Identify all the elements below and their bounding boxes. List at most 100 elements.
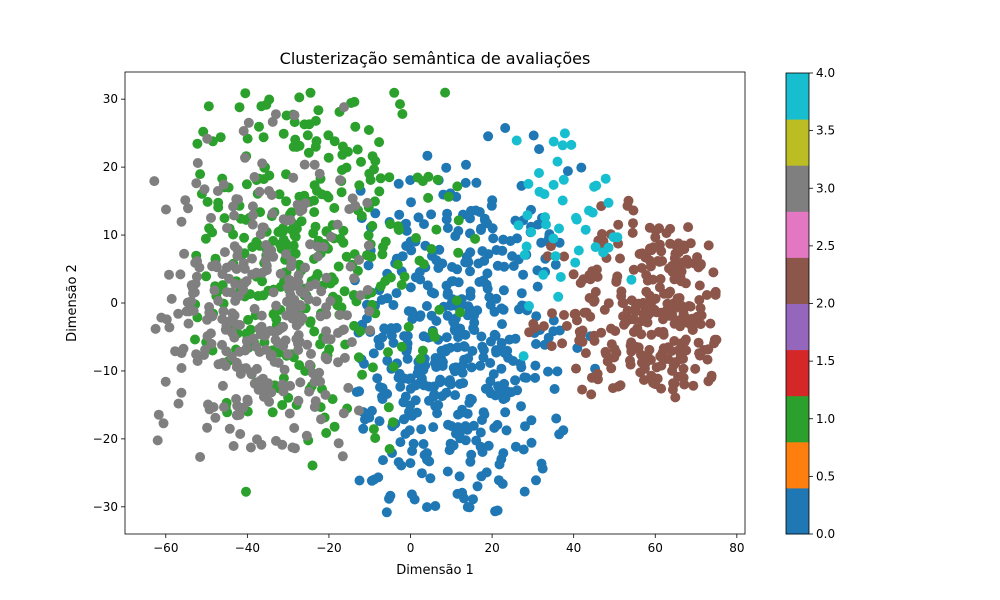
data-point-cluster-3 bbox=[221, 320, 232, 331]
data-point-cluster-1 bbox=[385, 219, 396, 230]
data-point-cluster-3 bbox=[247, 219, 258, 230]
data-point-cluster-4 bbox=[559, 128, 570, 139]
data-point-cluster-3 bbox=[203, 399, 213, 410]
data-point-cluster-2 bbox=[670, 392, 681, 403]
data-point-cluster-0 bbox=[552, 366, 563, 377]
data-point-cluster-1 bbox=[251, 237, 262, 247]
data-point-cluster-3 bbox=[243, 117, 254, 128]
data-point-cluster-4 bbox=[571, 214, 582, 225]
data-point-cluster-1 bbox=[395, 99, 405, 110]
data-point-cluster-3 bbox=[206, 212, 216, 223]
data-point-cluster-3 bbox=[300, 198, 311, 209]
data-point-cluster-0 bbox=[481, 467, 492, 478]
data-point-cluster-3 bbox=[267, 116, 278, 127]
data-point-cluster-0 bbox=[426, 310, 437, 321]
data-point-cluster-4 bbox=[548, 136, 559, 147]
data-point-cluster-0 bbox=[550, 259, 561, 270]
data-point-cluster-3 bbox=[279, 364, 290, 375]
data-point-cluster-4 bbox=[540, 212, 551, 223]
data-point-cluster-3 bbox=[257, 158, 268, 169]
data-point-cluster-0 bbox=[543, 366, 553, 377]
data-point-cluster-0 bbox=[395, 381, 406, 392]
data-point-cluster-0 bbox=[430, 401, 441, 412]
data-point-cluster-3 bbox=[315, 311, 326, 322]
data-point-cluster-2 bbox=[665, 238, 676, 249]
data-point-cluster-0 bbox=[407, 314, 418, 325]
data-point-cluster-0 bbox=[437, 258, 448, 269]
data-point-cluster-3 bbox=[180, 195, 191, 206]
data-point-cluster-3 bbox=[273, 357, 284, 368]
data-point-cluster-3 bbox=[271, 435, 281, 446]
data-point-cluster-1 bbox=[384, 444, 395, 454]
data-point-cluster-2 bbox=[665, 223, 676, 234]
data-point-cluster-4 bbox=[580, 224, 591, 235]
data-point-cluster-3 bbox=[249, 303, 260, 314]
data-point-cluster-2 bbox=[703, 240, 714, 251]
data-point-cluster-0 bbox=[492, 505, 503, 516]
data-point-cluster-3 bbox=[166, 293, 177, 304]
data-point-cluster-1 bbox=[234, 102, 245, 113]
data-point-cluster-2 bbox=[642, 354, 653, 365]
data-point-cluster-1 bbox=[368, 424, 379, 435]
data-point-cluster-3 bbox=[245, 442, 256, 453]
colorbar-segment bbox=[786, 487, 809, 535]
data-point-cluster-3 bbox=[260, 255, 271, 266]
data-point-cluster-3 bbox=[205, 328, 216, 339]
data-point-cluster-3 bbox=[278, 386, 289, 397]
data-point-cluster-3 bbox=[288, 172, 299, 183]
data-point-cluster-3 bbox=[173, 398, 184, 409]
data-point-cluster-1 bbox=[310, 221, 321, 232]
data-point-cluster-3 bbox=[271, 300, 282, 311]
data-point-cluster-3 bbox=[289, 110, 300, 121]
data-point-cluster-3 bbox=[346, 337, 357, 348]
data-point-cluster-3 bbox=[266, 190, 277, 200]
data-point-cluster-2 bbox=[708, 267, 719, 278]
data-point-cluster-3 bbox=[304, 386, 315, 397]
data-point-cluster-3 bbox=[325, 296, 336, 306]
data-point-cluster-0 bbox=[453, 226, 464, 236]
data-point-cluster-1 bbox=[374, 137, 385, 148]
data-point-cluster-3 bbox=[153, 409, 164, 420]
data-point-cluster-1 bbox=[415, 353, 426, 364]
data-point-cluster-3 bbox=[287, 313, 298, 324]
data-point-cluster-2 bbox=[613, 219, 624, 230]
data-point-cluster-3 bbox=[247, 269, 258, 280]
data-point-cluster-1 bbox=[313, 105, 324, 116]
data-point-cluster-2 bbox=[667, 267, 678, 277]
data-point-cluster-0 bbox=[488, 233, 499, 244]
data-point-cluster-3 bbox=[333, 438, 344, 449]
data-point-cluster-0 bbox=[503, 352, 514, 363]
data-point-cluster-0 bbox=[526, 437, 537, 448]
data-point-cluster-0 bbox=[374, 416, 385, 427]
data-point-cluster-1 bbox=[352, 265, 363, 276]
data-point-cluster-0 bbox=[454, 429, 465, 440]
data-point-cluster-2 bbox=[585, 274, 596, 285]
data-point-cluster-1 bbox=[271, 314, 282, 325]
data-point-cluster-1 bbox=[329, 136, 340, 147]
data-point-cluster-3 bbox=[209, 285, 220, 296]
data-point-cluster-0 bbox=[494, 459, 505, 470]
data-point-cluster-0 bbox=[458, 359, 469, 370]
data-point-cluster-0 bbox=[483, 440, 494, 451]
data-point-cluster-3 bbox=[240, 152, 250, 163]
data-point-cluster-1 bbox=[426, 244, 437, 254]
data-point-cluster-3 bbox=[333, 357, 343, 368]
data-point-cluster-0 bbox=[442, 466, 453, 477]
data-point-cluster-0 bbox=[403, 374, 414, 385]
data-point-cluster-2 bbox=[635, 367, 646, 378]
data-point-cluster-1 bbox=[423, 192, 434, 203]
data-point-cluster-2 bbox=[694, 295, 705, 305]
data-point-cluster-2 bbox=[638, 297, 649, 308]
data-point-cluster-2 bbox=[667, 384, 678, 395]
data-point-cluster-0 bbox=[460, 177, 471, 188]
data-point-cluster-3 bbox=[233, 194, 243, 205]
data-point-cluster-0 bbox=[519, 372, 530, 383]
data-point-cluster-2 bbox=[695, 260, 706, 271]
data-point-cluster-0 bbox=[477, 246, 488, 257]
data-point-cluster-2 bbox=[625, 359, 636, 370]
data-point-cluster-1 bbox=[294, 140, 305, 151]
data-point-cluster-2 bbox=[646, 296, 657, 307]
y-tick-label: 20 bbox=[103, 160, 118, 174]
data-point-cluster-0 bbox=[378, 455, 388, 466]
data-point-cluster-2 bbox=[623, 195, 634, 206]
